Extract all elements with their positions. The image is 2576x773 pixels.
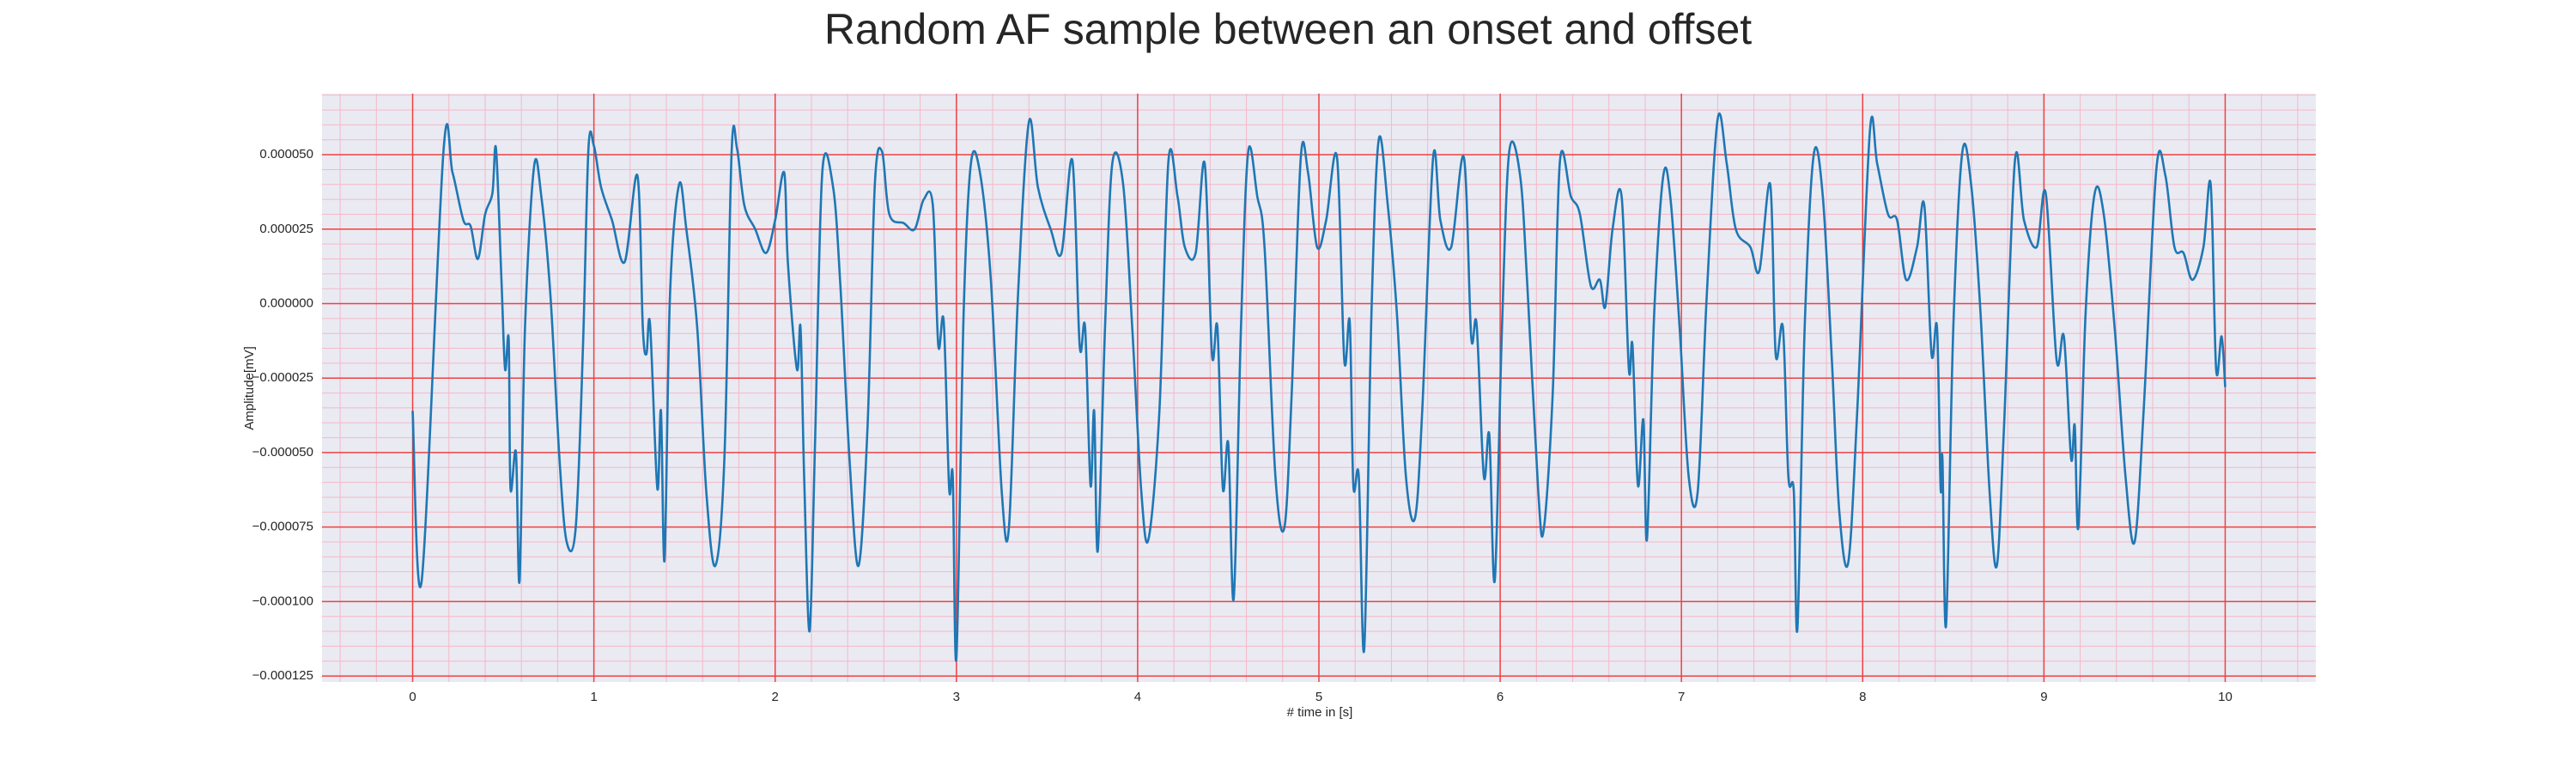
y-tick-label: 0.000050 [259,147,313,161]
x-tick-label: 10 [2218,690,2233,704]
y-axis-label: Amplitude[mV] [242,346,257,430]
y-tick-label: −0.000125 [252,668,313,683]
signal-line [411,112,2227,662]
x-tick-label: 1 [590,690,597,704]
x-axis-label: # time in [s] [1287,705,1353,720]
x-tick-label: 0 [409,690,416,704]
y-tick-label: −0.000025 [252,370,313,385]
x-tick-label: 2 [772,690,779,704]
y-tick-label: −0.000050 [252,445,313,460]
x-tick-label: 9 [2040,690,2047,704]
x-tick-label: 3 [953,690,960,704]
x-tick-label: 4 [1134,690,1141,704]
x-tick-label: 7 [1678,690,1685,704]
y-tick-label: 0.000025 [259,222,313,236]
chart-title: Random AF sample between an onset and of… [824,5,1752,53]
y-tick-label: 0.000000 [259,295,313,310]
y-tick-label: −0.000075 [252,520,313,534]
x-tick-label: 6 [1497,690,1504,704]
x-tick-label: 5 [1315,690,1322,704]
y-tick-label: −0.000100 [252,593,313,608]
x-tick-label: 8 [1859,690,1866,704]
